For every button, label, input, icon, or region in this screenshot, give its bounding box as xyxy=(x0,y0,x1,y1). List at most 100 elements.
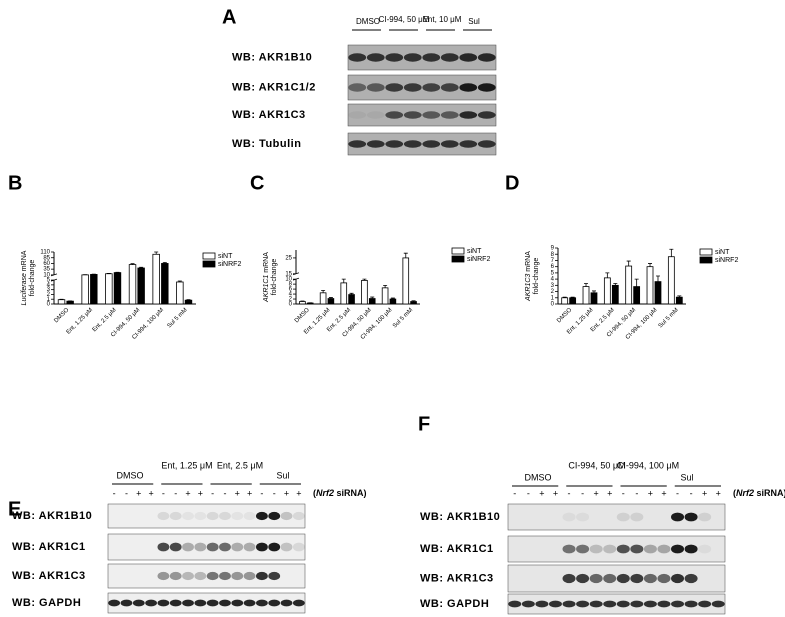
blot-band xyxy=(671,544,685,554)
sirna-sign: - xyxy=(125,488,128,498)
error-bar xyxy=(130,263,135,265)
blot-band xyxy=(219,571,231,581)
blot-band xyxy=(698,544,712,554)
error-bar xyxy=(411,300,416,302)
blot-label: WB: AKR1B10 xyxy=(420,511,500,523)
bar xyxy=(402,257,410,305)
blot-band xyxy=(231,542,244,552)
blot-band xyxy=(684,544,698,554)
group-label: Sul xyxy=(276,470,289,480)
bar xyxy=(569,297,577,305)
group-label: CI-994, 50 μM xyxy=(379,15,430,24)
blot-band xyxy=(548,600,562,608)
panel-label: D xyxy=(505,172,519,194)
y-axis-label-2: fold-change xyxy=(533,258,540,295)
y-tick-label: 4 xyxy=(551,277,555,283)
blot-band xyxy=(422,111,441,119)
bar xyxy=(381,287,389,305)
y-axis-label-2: fold-change xyxy=(271,259,278,296)
blot-band xyxy=(535,600,549,608)
bar xyxy=(667,256,675,305)
blot-band xyxy=(657,573,671,584)
sirna-sign: - xyxy=(162,488,165,498)
blot-label: WB: AKR1C1/2 xyxy=(232,81,316,93)
blot-band xyxy=(292,542,305,552)
bar xyxy=(66,300,74,305)
group-label: DMSO xyxy=(117,470,144,480)
blot-label: WB: AKR1B10 xyxy=(232,51,312,63)
blot-band xyxy=(643,600,657,608)
blot-band xyxy=(194,542,207,552)
blot-band xyxy=(108,599,121,607)
blot-band xyxy=(671,600,685,608)
bar xyxy=(675,296,683,305)
blot-band xyxy=(643,544,657,554)
blot-band xyxy=(459,83,478,92)
error-bar xyxy=(328,297,333,299)
blot-band xyxy=(231,599,244,607)
sirna-sign: - xyxy=(513,488,516,498)
blot-band xyxy=(562,512,576,522)
sirna-sign: - xyxy=(527,488,530,498)
blot-band xyxy=(440,83,459,92)
bar xyxy=(299,301,306,305)
blot-band xyxy=(169,571,182,581)
legend-label: siNRF2 xyxy=(218,261,241,268)
sirna-sign: - xyxy=(676,488,679,498)
blot-label: WB: AKR1C3 xyxy=(12,570,86,582)
y-axis-label-text: mRNA xyxy=(21,250,28,271)
bar xyxy=(603,277,611,305)
blot-band xyxy=(422,53,441,62)
blot-band xyxy=(711,600,725,608)
blot-band xyxy=(182,599,194,607)
bar xyxy=(161,263,169,305)
panel-label: A xyxy=(222,6,236,28)
sirna-sign: + xyxy=(716,488,721,498)
bar xyxy=(611,284,619,305)
blot-band xyxy=(348,111,367,119)
blot-band xyxy=(385,53,404,62)
blot-band xyxy=(182,511,194,521)
blot-band xyxy=(403,140,422,148)
sirna-sign: - xyxy=(260,488,263,498)
bar xyxy=(625,265,633,305)
x-tick-label: Sul 5 mM xyxy=(392,307,414,329)
error-bar xyxy=(139,266,144,269)
error-bar xyxy=(605,272,610,278)
blot-band xyxy=(169,511,182,521)
blot-band xyxy=(182,571,194,581)
sirna-note: (Nrf2 siRNA) xyxy=(733,488,785,498)
blot-band xyxy=(348,53,367,62)
error-bar xyxy=(613,283,618,286)
blot-band xyxy=(348,140,367,148)
blot-band xyxy=(169,542,182,552)
legend-label: siNT xyxy=(218,253,233,260)
x-tick-label: Sul 5 mM xyxy=(167,307,189,329)
blot-band xyxy=(280,542,293,552)
bar xyxy=(176,281,184,305)
blot-band xyxy=(440,140,459,148)
sirna-sign: - xyxy=(635,488,638,498)
bar xyxy=(105,273,113,305)
blot-band xyxy=(422,140,441,148)
blot-band xyxy=(616,544,630,554)
blot-band xyxy=(477,53,496,62)
blot-band xyxy=(243,599,256,607)
blot-band xyxy=(603,544,617,554)
blot-band xyxy=(255,542,268,552)
y-axis-label-2: fold-change xyxy=(29,260,36,297)
y-tick-label: 2 xyxy=(551,289,555,295)
blot-band xyxy=(182,542,194,552)
y-axis-label-gene: Luciferase xyxy=(21,273,28,305)
sirna-sign: - xyxy=(174,488,177,498)
sirna-sign: + xyxy=(185,488,190,498)
sirna-note-part: siRNA) xyxy=(757,488,785,498)
error-bar xyxy=(669,248,674,257)
blot-band xyxy=(231,511,244,521)
error-bar xyxy=(390,297,395,300)
blot-band xyxy=(403,53,422,62)
error-bar xyxy=(648,263,653,267)
blot-band xyxy=(243,511,256,521)
blot-band xyxy=(671,573,685,584)
y-tick-label: 60 xyxy=(43,261,50,267)
